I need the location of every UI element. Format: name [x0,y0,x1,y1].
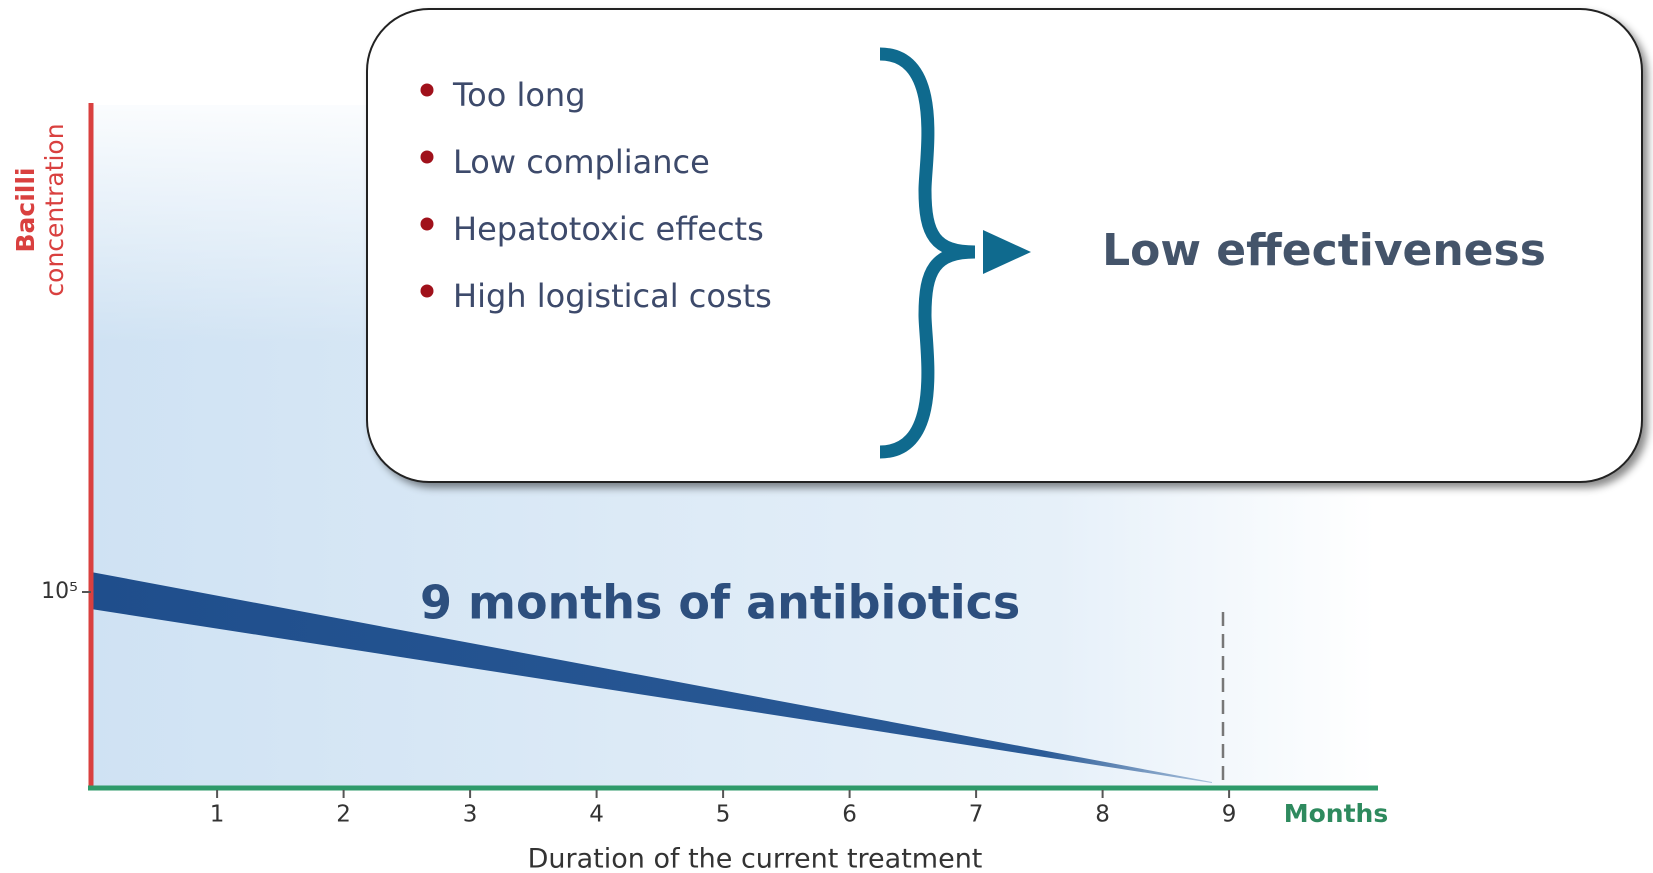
bullet-dot [420,284,434,298]
bullet-text: Hepatotoxic effects [453,210,764,248]
decline-band [91,572,1212,783]
x-tick-label: 9 [1222,802,1237,828]
x-tick-label: 6 [842,802,857,828]
x-tick-label: 2 [336,802,351,828]
bullet-text: High logistical costs [453,277,772,315]
x-tick-label: 5 [716,802,731,828]
bullet-dot [420,83,434,97]
arrow-head [983,230,1031,274]
bullet-dot [420,217,434,231]
y-label: Bacilli concentration [11,123,69,296]
x-label: Duration of the current treatment [528,844,983,873]
x-tick-label: 8 [1095,802,1110,828]
bullet-text: Low compliance [453,143,710,181]
x-tick-label: 7 [969,802,984,828]
conclusion: Low effectiveness [1102,225,1546,276]
bullet-text: Too long [452,76,586,114]
bullet-dot [420,150,434,164]
y-label-line: Bacilli [11,167,40,252]
x-tick-label: 4 [589,802,604,828]
y-tick-label: 10⁵ [41,579,78,604]
x-ticks: 1 2 3 4 5 6 7 8 9 [210,790,1237,828]
x-tick-label: 3 [463,802,478,828]
band-label: 9 months of antibiotics [420,576,1020,630]
brace [879,47,976,459]
x-unit: Months [1284,799,1388,828]
y-label-line: concentration [40,123,69,296]
bullet-list: Too long Low compliance Hepatotoxic effect… [420,76,772,315]
x-tick-label: 1 [210,802,225,828]
